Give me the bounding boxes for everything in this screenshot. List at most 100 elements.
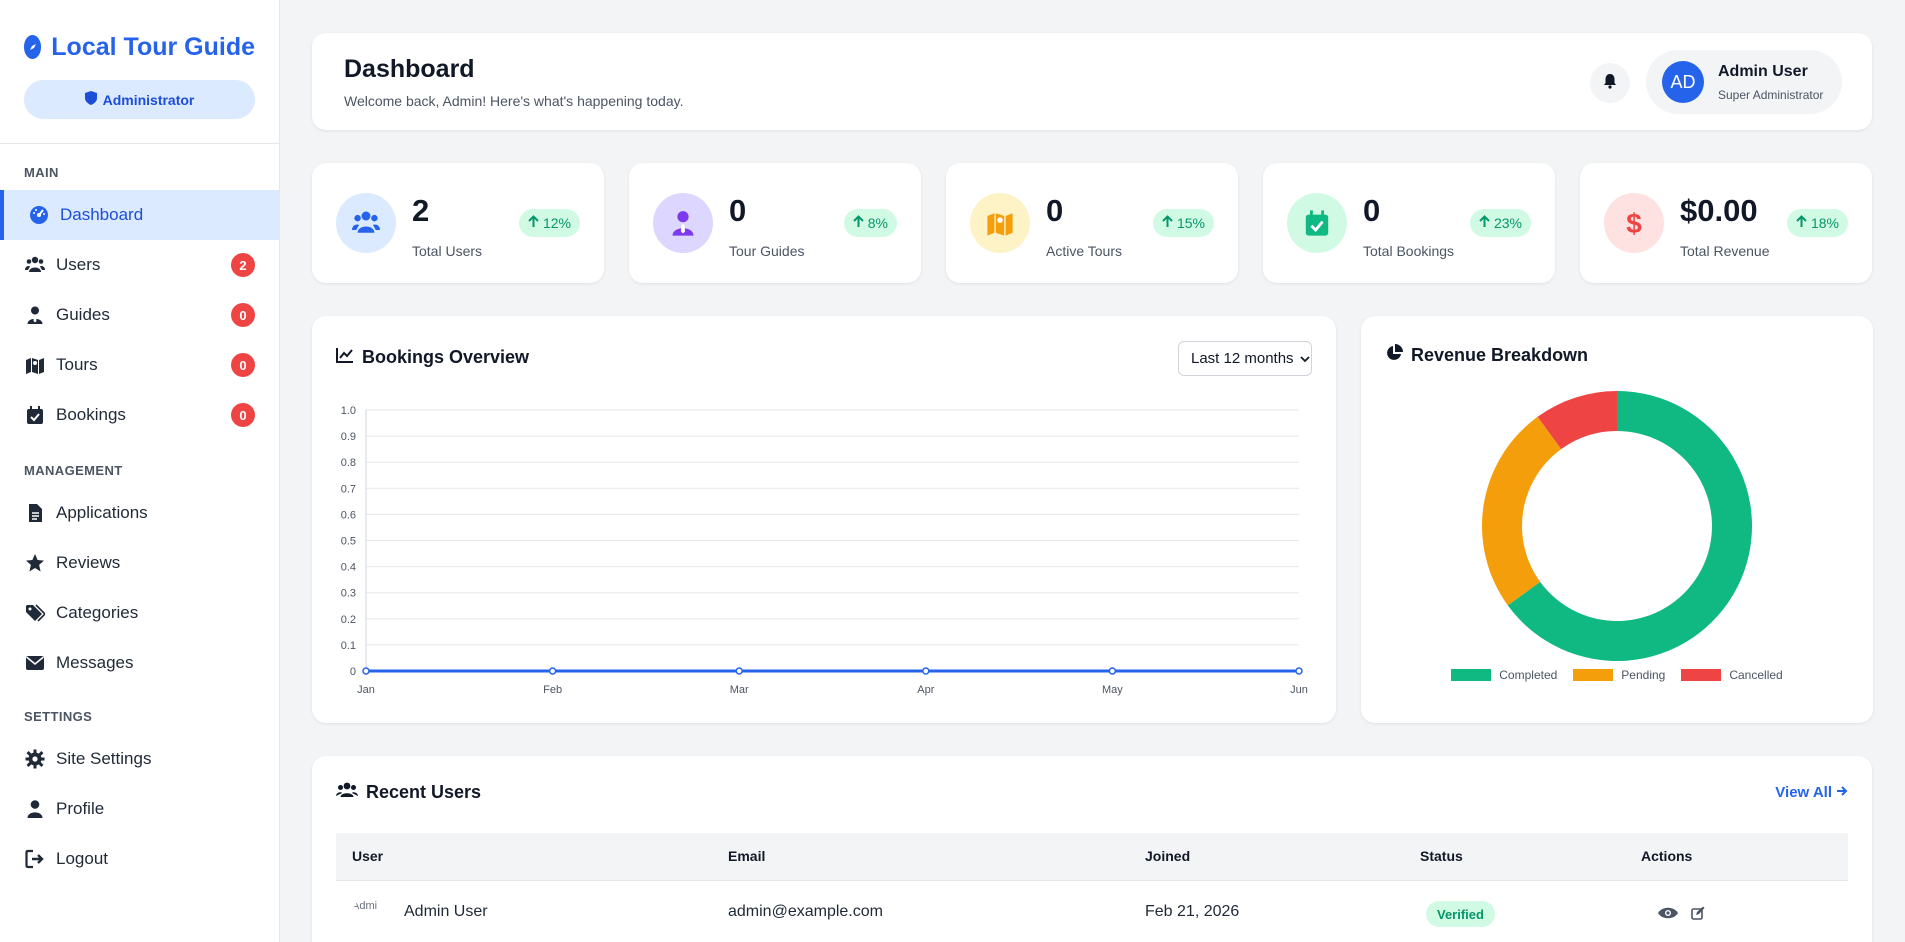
range-select-value: Last 12 months [1191,350,1294,367]
y-tick-label: 0.7 [341,483,356,495]
y-tick-label: 0 [350,666,356,678]
sidebar-item-dashboard[interactable]: Dashboard [0,190,279,240]
arrow-up-icon [1162,215,1173,231]
shield-icon [84,91,97,108]
donut-slice-pending [1482,416,1562,606]
view-button[interactable] [1656,901,1680,925]
y-tick-label: 0.3 [341,588,356,600]
legend-item-pending[interactable]: Pending [1573,668,1665,682]
bookings-overview-title: Bookings Overview [336,347,529,368]
envelope-icon [24,652,46,674]
count-badge: 0 [231,303,255,327]
sidebar-item-site-settings[interactable]: Site Settings [0,734,279,784]
stat-value: $0.00 [1680,193,1758,228]
sidebar-item-categories[interactable]: Categories [0,588,279,638]
sidebar-item-profile[interactable]: Profile [0,784,279,834]
data-point [362,667,370,675]
map-icon [970,193,1030,253]
legend-label: Pending [1621,668,1666,682]
stat-value: 0 [1046,193,1064,228]
users-icon [24,254,46,276]
sidebar-divider [0,143,279,144]
nav-main: Dashboard Users 2 Guides 0 Tours 0 Bookings 0 [0,190,279,440]
x-tick-label: Jun [1290,684,1308,696]
sidebar-item-users[interactable]: Users 2 [0,240,279,290]
arrow-up-icon [1479,215,1490,231]
sidebar-item-label: Messages [56,653,134,672]
sidebar-item-messages[interactable]: Messages [0,638,279,688]
star-icon [24,552,46,574]
gear-icon [24,748,46,770]
eye-icon [1658,907,1678,919]
stat-value: 2 [412,193,430,228]
legend-item-completed[interactable]: Completed [1451,668,1557,682]
notifications-button[interactable] [1590,63,1630,103]
y-tick-label: 0.4 [341,562,356,574]
stat-card-active-tours: 0 Active Tours 15% [946,163,1238,283]
page-subtitle: Welcome back, Admin! Here's what's happe… [344,93,684,109]
nav-settings: Site Settings Profile Logout [0,734,279,884]
sidebar-item-bookings[interactable]: Bookings 0 [0,390,279,440]
legend-item-cancelled[interactable]: Cancelled [1681,668,1783,682]
sidebar-item-label: Applications [56,503,148,522]
donut-slice-cancelled [1537,391,1617,450]
table-header: User Email Joined Status Actions [336,833,1848,881]
trend-badge: 18% [1786,209,1848,237]
range-select[interactable]: Last 12 months [1178,341,1312,376]
sidebar-item-reviews[interactable]: Reviews [0,538,279,588]
dollar-icon: $ [1604,193,1664,253]
brand[interactable]: Local Tour Guide [0,0,279,64]
sidebar-item-tours[interactable]: Tours 0 [0,340,279,390]
user-name: Admin User [1718,63,1808,80]
sidebar-item-label: Tours [56,355,98,374]
data-point [1108,667,1117,675]
file-icon [24,502,46,524]
recent-users-label: Recent Users [366,782,482,802]
trend-value: 12% [542,215,571,231]
nav-heading-settings: SETTINGS [24,709,93,724]
y-tick-label: 0.9 [341,431,356,443]
column-header-user: User [352,848,384,864]
stat-card-total-revenue: $ $0.00 Total Revenue 18% [1580,163,1872,283]
compass-icon [24,35,42,59]
sidebar: Local Tour Guide Administrator MAIN Dash… [0,0,280,942]
trend-badge: 8% [843,209,897,237]
x-tick-label: Feb [543,684,562,696]
user-menu[interactable]: AD Admin User Super Administrator [1646,50,1842,114]
sidebar-item-logout[interactable]: Logout [0,834,279,884]
user-tie-icon [24,304,46,326]
chevron-down-icon [1299,350,1310,367]
arrow-up-icon [1796,215,1807,231]
page-title: Dashboard [344,55,475,83]
y-tick-label: 0.6 [341,509,356,521]
trend-badge: 12% [518,209,580,237]
edit-button[interactable] [1686,901,1710,925]
stat-card-tour-guides: 0 Tour Guides 8% [629,163,921,283]
nav-heading-management: MANAGEMENT [24,463,123,478]
x-tick-label: Apr [917,684,934,696]
map-icon [24,354,46,376]
recent-users-card: Recent Users View All User Email Joined … [312,756,1872,942]
recent-users-title: Recent Users [336,782,481,803]
user-role: Super Administrator [1718,88,1824,102]
sidebar-item-applications[interactable]: Applications [0,488,279,538]
sidebar-item-label: Users [56,255,101,274]
tags-icon [24,602,46,624]
sidebar-item-label: Logout [56,849,108,868]
data-point [548,667,557,675]
donut-slice-completed [1507,391,1752,661]
bookings-line-chart: 0 0.1 0.2 0.3 0.4 0.5 0.6 0.7 0.8 0.9 1.0 Jan Feb Mar… [341,405,1308,696]
legend-label: Completed [1499,668,1558,682]
view-all-link[interactable]: View All [1775,784,1848,801]
y-tick-label: 0.8 [341,457,356,469]
sidebar-item-label: Bookings [56,405,126,424]
count-badge: 2 [231,253,255,277]
chart-legend: Completed Pending Cancelled [1361,668,1873,682]
sidebar-item-guides[interactable]: Guides 0 [0,290,279,340]
data-point [1295,667,1303,675]
trend-value: 18% [1810,215,1839,231]
sidebar-item-label: Categories [56,603,139,622]
trend-badge: 15% [1152,209,1214,237]
role-label: Administrator [102,91,195,108]
revenue-breakdown-title: Revenue Breakdown [1385,344,1588,367]
